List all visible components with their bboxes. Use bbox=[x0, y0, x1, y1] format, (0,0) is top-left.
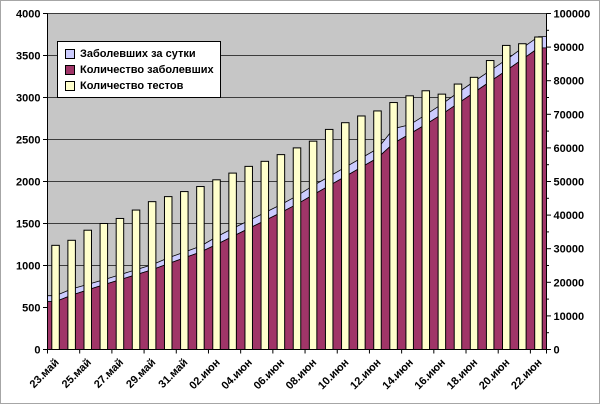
legend-item-daily-cases: Заболевших за сутки bbox=[65, 46, 214, 62]
legend-label-cumulative-cases: Количество заболевших bbox=[80, 64, 214, 76]
y-right-tick-label: 0 bbox=[554, 345, 560, 357]
bar-tests bbox=[67, 239, 76, 350]
bar-tests bbox=[324, 128, 334, 350]
y-right-tick-label: 20000 bbox=[554, 277, 585, 289]
bar-tests bbox=[196, 186, 205, 350]
y-left-tick-label: 3500 bbox=[16, 51, 40, 63]
bar-tests bbox=[341, 122, 350, 350]
legend: Заболевших за сутки Количество заболевши… bbox=[57, 41, 221, 98]
y-left-tick-label: 2000 bbox=[16, 177, 40, 189]
x-tick-label: 12.июн bbox=[348, 357, 383, 392]
bar-tests bbox=[373, 110, 382, 350]
y-right-tick-label: 10000 bbox=[554, 311, 585, 323]
x-tick-label: 22.июн bbox=[509, 357, 544, 392]
y-right-tick-label: 70000 bbox=[554, 109, 585, 121]
bar-tests bbox=[405, 95, 414, 350]
y-right-tick-label: 90000 bbox=[554, 42, 585, 54]
y-right-tick-label: 60000 bbox=[554, 143, 585, 155]
bar-tests bbox=[534, 36, 543, 351]
bar-tests bbox=[485, 60, 495, 350]
x-tick-label: 16.июн bbox=[413, 357, 448, 392]
y-right-tick-label: 80000 bbox=[554, 76, 585, 88]
y-left-tick-label: 1500 bbox=[16, 219, 40, 231]
bar-tests bbox=[244, 165, 253, 350]
x-tick-label: 29.май bbox=[124, 357, 158, 391]
bar-tests bbox=[276, 154, 286, 350]
legend-label-tests: Количество тестов bbox=[80, 80, 184, 92]
legend-swatch-cumulative-cases-icon bbox=[65, 65, 75, 75]
bar-tests bbox=[437, 93, 447, 350]
bar-tests bbox=[389, 102, 398, 351]
bar-tests bbox=[502, 44, 511, 350]
bar-tests bbox=[292, 147, 302, 350]
legend-item-cumulative-cases: Количество заболевших bbox=[65, 62, 214, 78]
bar-tests bbox=[357, 115, 366, 351]
bar-tests bbox=[518, 43, 527, 351]
x-tick-label: 04.июн bbox=[219, 357, 254, 392]
x-tick-label: 27.май bbox=[92, 357, 126, 391]
x-tick-label: 10.июн bbox=[316, 357, 351, 392]
x-tick-label: 08.июн bbox=[284, 357, 319, 392]
y-right-tick-label: 50000 bbox=[554, 177, 585, 189]
x-tick-label: 14.июн bbox=[380, 357, 415, 392]
y-right-tick-label: 30000 bbox=[554, 244, 585, 256]
y-left-tick-label: 2500 bbox=[16, 135, 40, 147]
bar-tests bbox=[453, 83, 463, 350]
bar-tests bbox=[212, 179, 221, 350]
bar-tests bbox=[99, 223, 109, 350]
bar-tests bbox=[83, 229, 92, 350]
y-left-tick-label: 0 bbox=[34, 345, 40, 357]
y-right-tick-label: 40000 bbox=[554, 210, 585, 222]
x-tick-label: 23.май bbox=[28, 357, 62, 391]
x-tick-label: 20.июн bbox=[477, 357, 512, 392]
bar-tests bbox=[131, 209, 141, 350]
y-left-tick-label: 500 bbox=[22, 303, 40, 315]
y-left-tick-label: 4000 bbox=[16, 9, 40, 21]
bar-tests bbox=[51, 244, 60, 350]
y-right-tick-label: 100000 bbox=[554, 9, 591, 21]
bar-tests bbox=[228, 172, 237, 350]
y-left-tick-label: 3000 bbox=[16, 93, 40, 105]
x-tick-label: 06.июн bbox=[252, 357, 287, 392]
x-tick-label: 25.май bbox=[60, 357, 94, 391]
legend-label-daily-cases: Заболевших за сутки bbox=[80, 48, 196, 60]
bar-tests bbox=[469, 76, 479, 350]
x-tick-label: 18.июн bbox=[445, 357, 480, 392]
bar-tests bbox=[147, 201, 157, 350]
legend-swatch-daily-cases-icon bbox=[65, 49, 75, 59]
bar-tests bbox=[115, 217, 125, 350]
x-tick-label: 02.июн bbox=[187, 357, 222, 392]
bar-tests bbox=[180, 191, 189, 350]
legend-swatch-tests-icon bbox=[65, 81, 75, 91]
bar-tests bbox=[163, 196, 173, 350]
y-left-tick-label: 1000 bbox=[16, 261, 40, 273]
bar-tests bbox=[421, 90, 431, 350]
x-tick-label: 31.май bbox=[156, 357, 190, 391]
bar-tests bbox=[308, 140, 318, 350]
legend-item-tests: Количество тестов bbox=[65, 78, 214, 94]
bar-tests bbox=[260, 160, 270, 350]
